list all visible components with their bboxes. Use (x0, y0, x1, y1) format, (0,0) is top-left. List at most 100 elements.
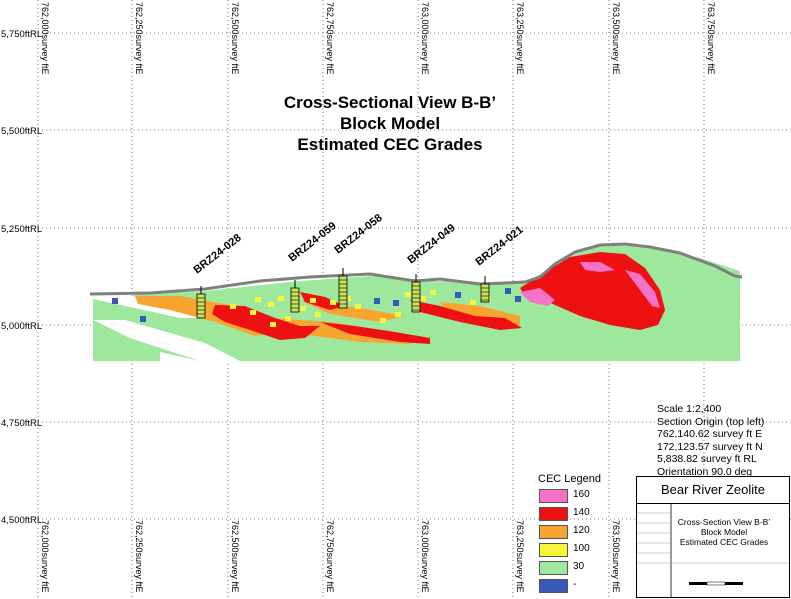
grade-160-zone (580, 262, 615, 272)
legend-swatch (539, 579, 568, 593)
legend-swatch (539, 489, 568, 503)
tb-line-1: Cross-Section View B-B’ (677, 517, 771, 527)
origin-northing: 172,123.57 survey ft N (657, 440, 763, 453)
grade-160-zone (625, 270, 660, 308)
grade-100-block (278, 296, 284, 301)
grade-100-block (405, 292, 411, 297)
no-data-block (505, 288, 511, 294)
no-data-block (455, 292, 461, 298)
easting-label-bottom: 763,250survey ftE (515, 520, 525, 593)
grade-140-zone (320, 322, 430, 344)
drillhole-label: BRZ24-049 (405, 222, 457, 266)
grade-100-block (345, 296, 351, 301)
legend-label: 120 (573, 525, 590, 536)
tb-line-2: Block Model (700, 527, 748, 537)
scale-bar (689, 581, 743, 586)
easting-label-top: 763,250survey ftE (515, 2, 525, 75)
title-block-lines (637, 503, 789, 597)
easting-label-bottom: 762,750survey ftE (325, 520, 335, 593)
grade-100-block (355, 304, 361, 309)
legend-item: - (539, 579, 629, 593)
legend-item: 160 (539, 489, 629, 503)
grade-100-block (470, 300, 476, 305)
elevation-label: 4,750ftRL (1, 418, 42, 429)
drillhole-label: BRZ24-059 (286, 220, 338, 264)
origin-easting: 762,140.62 survey ft E (657, 428, 763, 440)
easting-label-bottom: 763,000survey ftE (420, 520, 430, 593)
no-data-block (140, 316, 146, 322)
easting-label-bottom: 762,250survey ftE (134, 520, 144, 593)
elevation-label: 5,750ftRL (1, 29, 42, 40)
unmodelled-wedge (160, 352, 200, 361)
origin-label: Section Origin (top left) (657, 415, 765, 428)
grade-100-block (315, 312, 321, 317)
company-name: Bear River Zeolite (637, 477, 789, 504)
grade-160-zone (520, 288, 555, 306)
title-line-2: Block Model (339, 114, 441, 133)
grade-100-block (330, 300, 336, 305)
title-line-1: Cross-Sectional View B-B’ (283, 93, 497, 112)
no-data-block (393, 300, 399, 306)
easting-label-top: 762,500survey ftE (230, 2, 240, 75)
easting-label-bottom: 762,500survey ftE (230, 520, 240, 593)
grade-140-zone (300, 292, 345, 310)
grade-100-block (395, 312, 401, 317)
elevation-label: 5,500ftRL (1, 126, 42, 137)
legend-item: 140 (539, 507, 629, 521)
legend-swatch (539, 507, 568, 521)
easting-label-top: 763,750survey ftE (706, 2, 716, 75)
no-data-block (112, 298, 118, 304)
legend-label: 100 (573, 543, 590, 554)
grade-100-block (250, 310, 256, 315)
grade-100-block (300, 306, 306, 311)
legend-label: - (573, 579, 577, 590)
tb-line-3: Estimated CEC Grades (679, 537, 769, 547)
unmodelled-wedge (93, 320, 240, 361)
no-data-block (515, 296, 521, 302)
grade-100-block (310, 298, 316, 303)
elevation-label: 4,500ftRL (1, 515, 42, 526)
elevation-label: 5,250ftRL (1, 224, 42, 235)
grade-100-block (270, 322, 276, 327)
drillhole-interval (480, 283, 490, 303)
easting-label-top: 762,000survey ftE (40, 2, 50, 75)
scale-text: Scale 1:2,400 (657, 403, 722, 415)
drillhole-label: BRZ24-028 (191, 232, 243, 276)
elevation-label: 5,000ftRL (1, 321, 42, 332)
grade-100-block (380, 318, 386, 323)
grade-100-block (430, 290, 436, 295)
title-block-subtitle: Cross-Section View B-B’ Block Model Esti… (672, 517, 776, 547)
easting-label-top: 762,750survey ftE (325, 2, 335, 75)
easting-label-top: 763,500survey ftE (611, 2, 621, 75)
title-line-3: Estimated CEC Grades (297, 135, 483, 154)
easting-label-top: 762,250survey ftE (134, 2, 144, 75)
legend-item: 100 (539, 543, 629, 557)
title-block-frame: Bear River Zeolite (636, 476, 790, 598)
grade-100-block (420, 296, 426, 301)
grade-100-block (268, 302, 274, 307)
legend-item: 30 (539, 561, 629, 575)
legend-label: 30 (573, 561, 585, 572)
legend-title: CEC Legend (538, 473, 601, 485)
grade-100-block (285, 316, 291, 321)
unmodelled-wedge (93, 295, 200, 318)
scale-info: Scale 1:2,400 Section Origin (top left) … (657, 403, 764, 478)
drillhole-interval (411, 281, 421, 313)
origin-rl: 5,838.82 survey ft RL (657, 453, 757, 465)
drillhole-label: BRZ24-021 (473, 224, 525, 268)
orientation-text: Orientation 90.0 deg (657, 465, 753, 478)
easting-label-bottom: 762,000survey ftE (40, 520, 50, 593)
legend-swatch (539, 543, 568, 557)
legend-label: 160 (573, 489, 590, 500)
grade-140-zone (212, 305, 320, 340)
legend-swatch (539, 525, 568, 539)
no-data-block (374, 298, 380, 304)
legend-swatch (539, 561, 568, 575)
grade-100-block (230, 304, 236, 309)
grade-140-zone (410, 300, 522, 330)
easting-label-top: 763,000survey ftE (420, 2, 430, 75)
topography-line (89, 242, 743, 296)
easting-label-bottom: 763,500survey ftE (611, 520, 621, 593)
legend-item: 120 (539, 525, 629, 539)
